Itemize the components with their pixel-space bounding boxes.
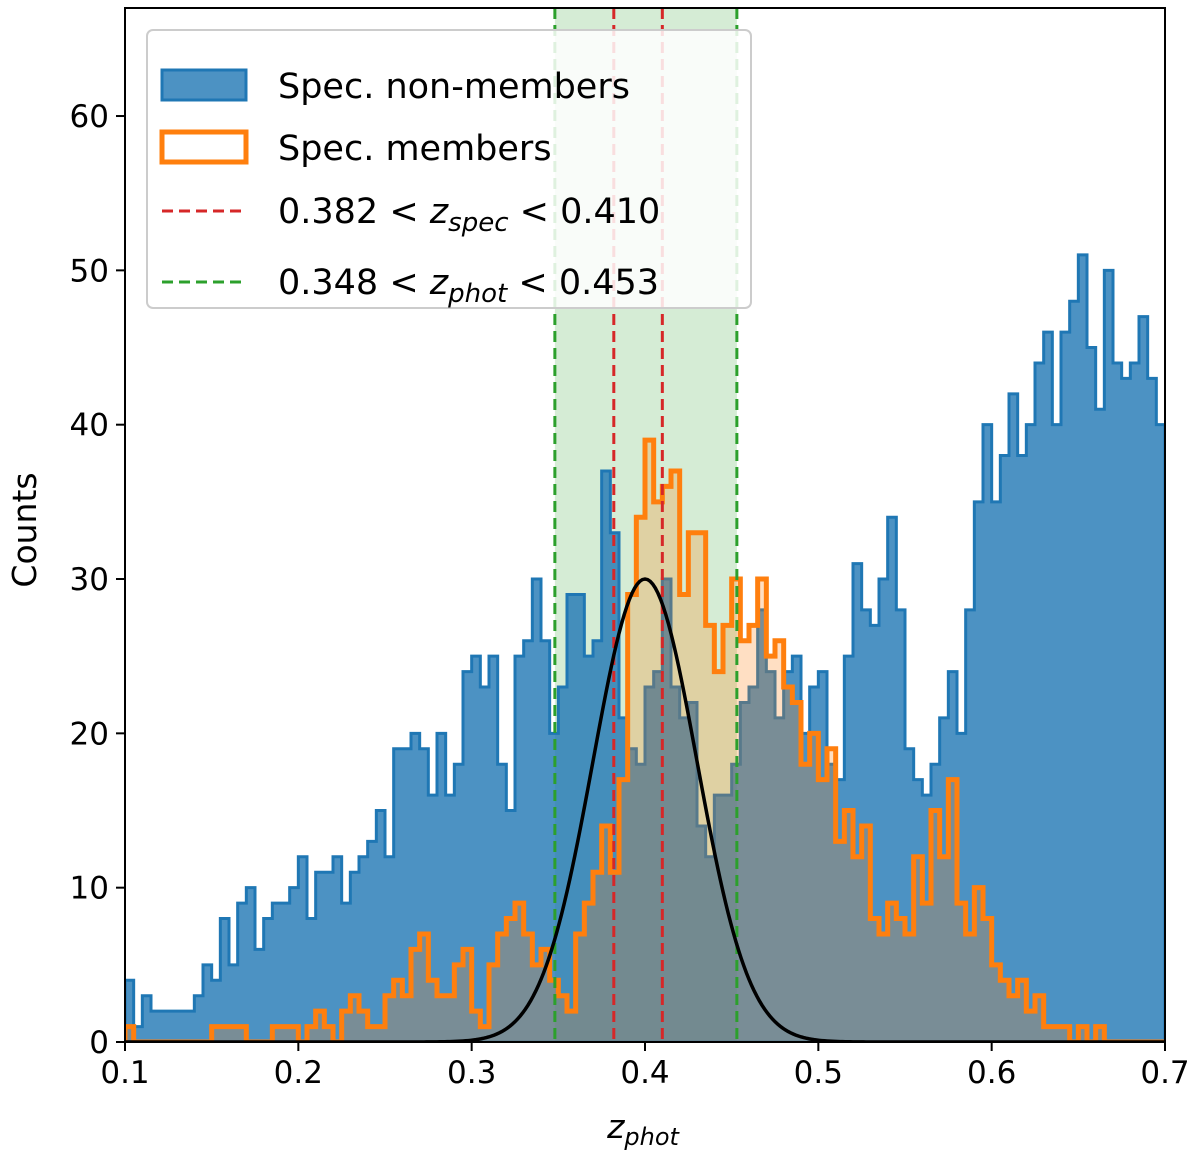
legend-label-sub: phot (447, 279, 508, 309)
y-tick-label: 30 (70, 562, 109, 598)
legend: Spec. non-members Spec. members 0.382 < zs… (146, 29, 752, 309)
gaussian-fit-line (125, 577, 1165, 1042)
legend-label-pre: 0.382 < (278, 192, 430, 232)
x-axis-label: zphot (606, 1107, 680, 1151)
legend-label: 0.348 < zphot < 0.453 (278, 263, 659, 309)
legend-label: Spec. non-members (278, 67, 630, 107)
x-tick-label: 0.2 (274, 1055, 323, 1091)
x-tick-label: 0.6 (967, 1055, 1016, 1091)
y-tick-label: 60 (70, 99, 109, 135)
y-tick-label: 20 (70, 716, 109, 752)
y-tick-label: 0 (89, 1025, 109, 1061)
legend-label-var: z (429, 192, 449, 232)
y-axis-label: Counts (5, 472, 44, 587)
x-tick-label: 0.7 (1140, 1055, 1189, 1091)
legend-label-post: < 0.410 (509, 192, 661, 232)
y-tick-label: 50 (70, 253, 109, 289)
x-tick-label: 0.3 (447, 1055, 496, 1091)
legend-swatch-members (159, 129, 249, 165)
legend-label-sub: spec (448, 208, 508, 238)
x-axis-label-sub: phot (623, 1123, 680, 1151)
axes: 0.1 0.2 0.3 0.4 0.5 0.6 0.7 0 10 20 30 40 50 60 (70, 7, 1190, 1091)
legend-label: Spec. members (278, 129, 552, 169)
legend-label-post: < 0.453 (507, 263, 659, 303)
y-tick-label: 40 (70, 408, 109, 444)
member-histogram-fill (125, 440, 1165, 1042)
legend-label-pre: 0.348 < (278, 263, 430, 303)
x-tick-label: 0.1 (100, 1055, 149, 1091)
legend-label-var: z (429, 263, 449, 303)
y-tick-label: 10 (70, 871, 109, 907)
x-tick-label: 0.5 (794, 1055, 843, 1091)
x-tick-label: 0.4 (620, 1055, 669, 1091)
legend-box (146, 29, 752, 309)
x-axis-label-var: z (606, 1107, 625, 1146)
legend-label: 0.382 < zspec < 0.410 (278, 192, 660, 238)
legend-swatch-nonmembers (160, 68, 248, 102)
